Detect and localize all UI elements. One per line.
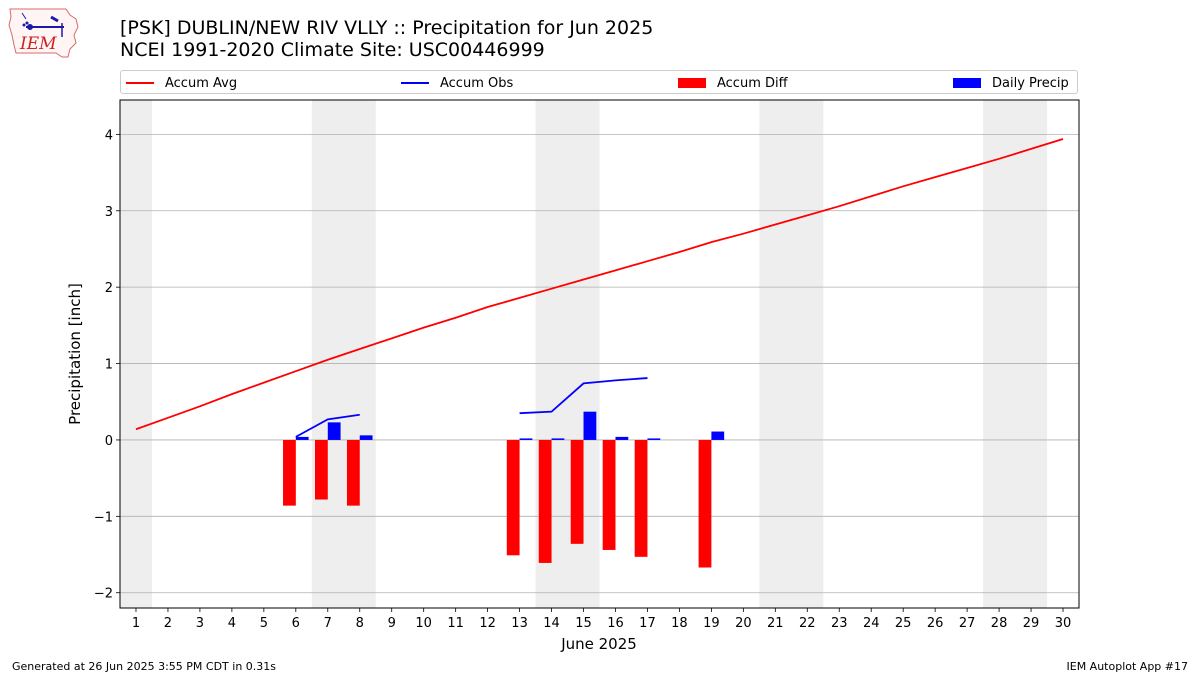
- axes-layer: [116, 99, 1080, 612]
- x-tick-label-16: 16: [607, 616, 624, 631]
- legend-label-daily-precip: Daily Precip: [992, 75, 1069, 91]
- iowa-outline-shape: [8, 8, 79, 58]
- y-tick-label-1: −1: [94, 510, 113, 525]
- weekend-band-4: [983, 100, 1048, 608]
- legend-item-daily-precip: Daily Precip: [953, 74, 1069, 92]
- x-tick-label-30: 30: [1055, 616, 1072, 631]
- gridlines-layer: [120, 133, 1079, 594]
- x-tick-label-25: 25: [895, 616, 912, 631]
- accum-obs-line-segment-1: [519, 377, 648, 415]
- weekend-band-3: [759, 100, 824, 608]
- x-tick-label-9: 9: [388, 616, 396, 631]
- daily-precip-bar-day-7: [327, 422, 341, 440]
- bars-layer: [283, 411, 725, 568]
- daily-precip-bar-day-16: [615, 436, 629, 440]
- chart-subtitle: NCEI 1991-2020 Climate Site: USC00446999: [120, 39, 545, 61]
- legend-label-accum-obs: Accum Obs: [440, 75, 514, 91]
- daily-precip-bar-day-13: [519, 438, 533, 440]
- accum-diff-bar-day-19: [698, 439, 712, 568]
- x-tick-label-8: 8: [356, 616, 364, 631]
- legend-item-accum-diff: Accum Diff: [678, 74, 788, 92]
- x-tick-label-27: 27: [959, 616, 976, 631]
- x-tick-label-17: 17: [639, 616, 656, 631]
- accum-avg-line: [135, 138, 1064, 431]
- x-tick-label-28: 28: [991, 616, 1008, 631]
- accum-diff-bar-day-15: [570, 439, 584, 544]
- x-tick-label-29: 29: [1023, 616, 1040, 631]
- y-tick-label-2: 0: [105, 434, 113, 449]
- legend-swatch-accum-avg: [126, 82, 154, 84]
- accum-diff-bar-day-7: [314, 439, 328, 500]
- x-tick-label-7: 7: [324, 616, 332, 631]
- legend-item-accum-avg: Accum Avg: [126, 74, 237, 92]
- accum-obs-line-segment-0: [295, 413, 360, 438]
- x-tick-label-1: 1: [132, 616, 140, 631]
- chart-title: [PSK] DUBLIN/NEW RIV VLLY :: Precipitati…: [120, 17, 654, 39]
- x-tick-label-4: 4: [228, 616, 236, 631]
- plot-frame: [119, 99, 1080, 609]
- legend-label-accum-diff: Accum Diff: [717, 75, 788, 91]
- x-tick-label-26: 26: [927, 616, 944, 631]
- x-tick-label-18: 18: [671, 616, 688, 631]
- accum-diff-bar-day-13: [506, 439, 520, 556]
- iem-logo: IEM: [8, 8, 79, 58]
- accum-diff-bar-day-6: [283, 439, 296, 506]
- y-tick-label-6: 4: [105, 128, 113, 143]
- accum-diff-bar-day-14: [538, 439, 552, 563]
- y-tick-label-4: 2: [105, 281, 113, 296]
- daily-precip-bar-day-6: [295, 436, 309, 440]
- accum-diff-bar-day-16: [602, 439, 616, 550]
- y-tick-label-0: −2: [94, 587, 113, 602]
- daily-precip-bar-day-19: [711, 431, 725, 440]
- lines-layer: [135, 138, 1064, 438]
- accum-diff-bar-day-8: [346, 439, 360, 506]
- x-tick-label-20: 20: [735, 616, 752, 631]
- legend-swatch-accum-diff: [678, 78, 706, 88]
- legend-label-accum-avg: Accum Avg: [165, 75, 238, 91]
- x-tick-label-19: 19: [703, 616, 720, 631]
- daily-precip-bar-day-14: [551, 438, 565, 440]
- x-tick-label-10: 10: [415, 616, 432, 631]
- y-tick-label-5: 3: [105, 205, 113, 220]
- x-tick-label-13: 13: [511, 616, 528, 631]
- daily-precip-bar-day-8: [359, 435, 373, 440]
- x-tick-label-11: 11: [447, 616, 464, 631]
- x-tick-label-5: 5: [260, 616, 268, 631]
- daily-precip-bar-day-15: [583, 411, 597, 440]
- x-tick-label-22: 22: [799, 616, 816, 631]
- y-tick-label-3: 1: [105, 358, 113, 373]
- x-tick-label-21: 21: [767, 616, 784, 631]
- legend: Accum Avg Accum Obs Accum Diff Daily Pre…: [120, 70, 1078, 94]
- weekend-shading-layer: [120, 100, 1048, 608]
- legend-swatch-daily-precip: [953, 78, 981, 88]
- weather-station-icon: [21, 12, 64, 37]
- x-tick-label-2: 2: [164, 616, 172, 631]
- x-axis-label: June 2025: [560, 635, 637, 653]
- x-tick-label-23: 23: [831, 616, 848, 631]
- legend-swatch-accum-obs: [401, 82, 429, 84]
- x-tick-label-3: 3: [196, 616, 204, 631]
- accum-diff-bar-day-17: [634, 439, 648, 557]
- x-tick-label-15: 15: [575, 616, 592, 631]
- weekend-band-0: [120, 100, 152, 608]
- footer-generated-text: Generated at 26 Jun 2025 3:55 PM CDT in …: [12, 660, 277, 673]
- x-tick-label-14: 14: [543, 616, 560, 631]
- logo-text: IEM: [19, 34, 57, 54]
- legend-item-accum-obs: Accum Obs: [401, 74, 513, 92]
- daily-precip-bar-day-17: [647, 438, 661, 440]
- y-axis-label: Precipitation [inch]: [66, 283, 84, 425]
- x-tick-label-12: 12: [479, 616, 496, 631]
- footer-app-text: IEM Autoplot App #17: [1066, 660, 1189, 673]
- x-tick-label-6: 6: [292, 616, 300, 631]
- x-tick-label-24: 24: [863, 616, 880, 631]
